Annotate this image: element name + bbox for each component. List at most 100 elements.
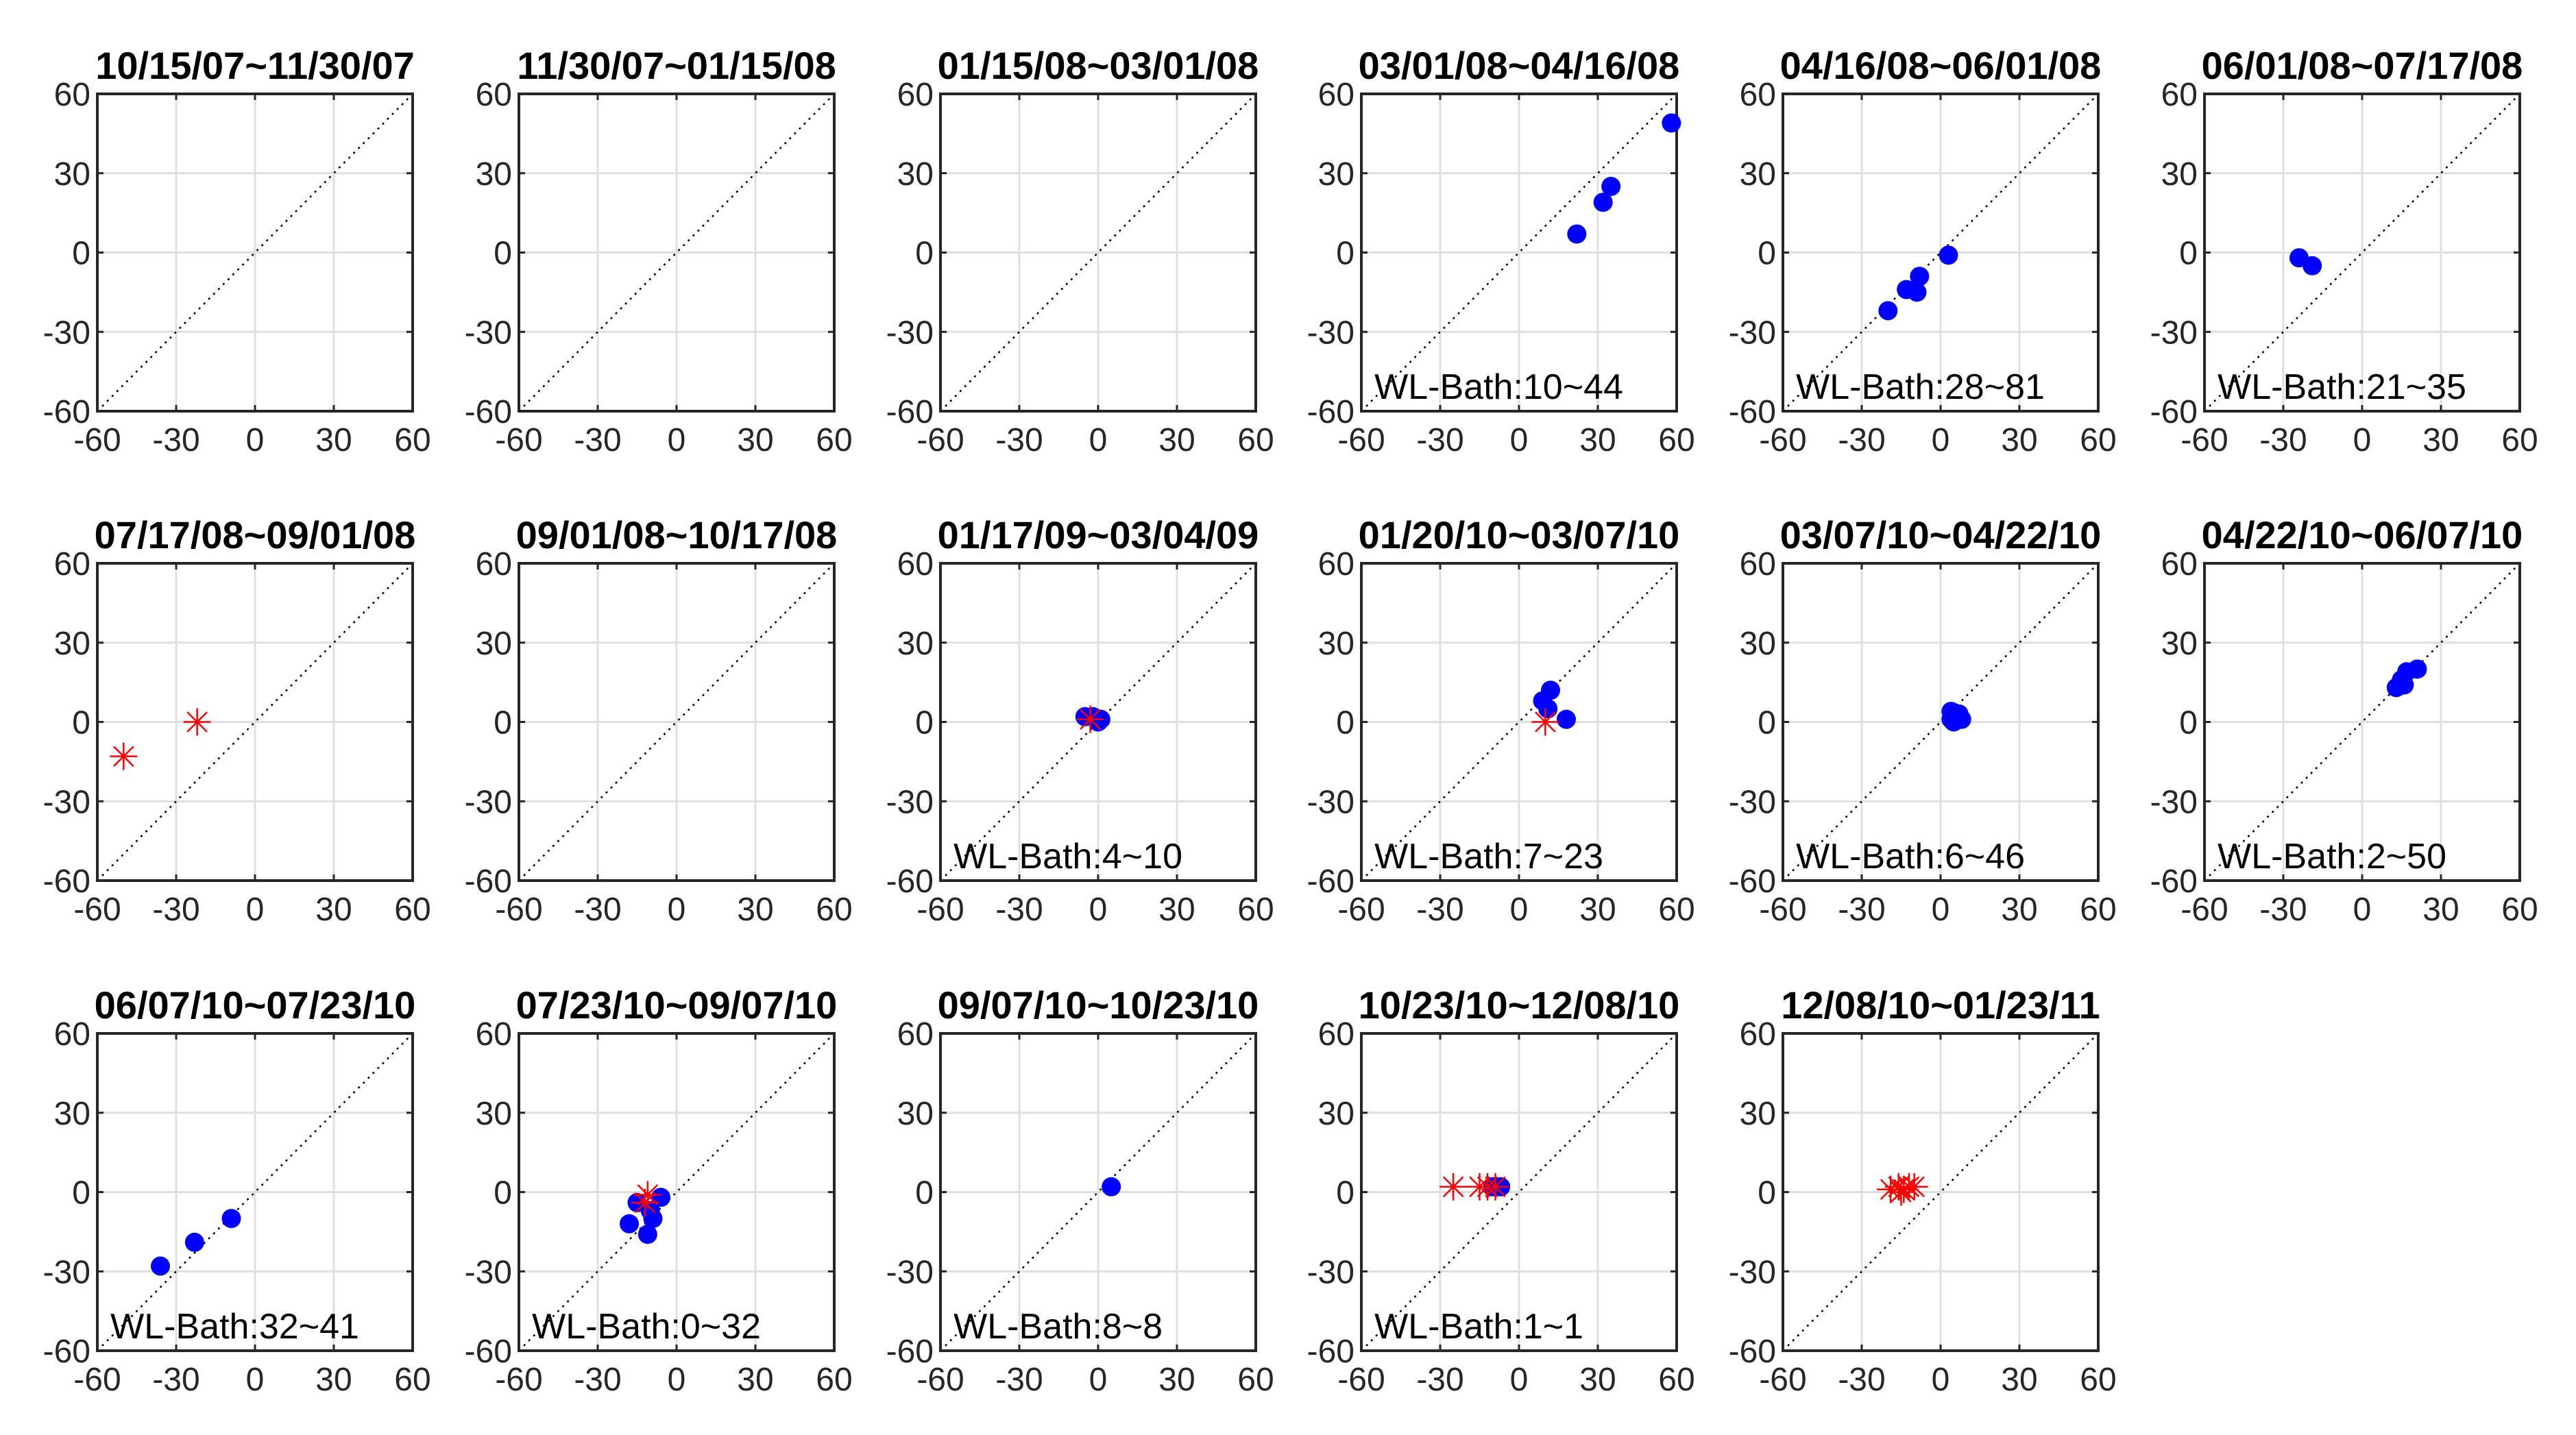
blue-point: [221, 1209, 241, 1229]
x-tick-label: -30: [2259, 892, 2307, 928]
x-tick-label: -30: [995, 892, 1043, 928]
x-tick-label: 60: [2501, 892, 2538, 928]
blue-point: [151, 1256, 170, 1276]
panel-title: 03/01/08~04/16/08: [1359, 44, 1680, 87]
y-tick-label: 30: [2161, 626, 2198, 662]
y-tick-label: -30: [2150, 315, 2198, 351]
y-tick-label: -30: [465, 784, 512, 820]
y-tick-label: -30: [1307, 315, 1354, 351]
scatter-panel: -60 -30 0 30 60-60-300306007/23/10~09/07/10W…: [465, 983, 853, 1398]
y-tick-label: 60: [476, 1016, 512, 1053]
x-tick-label: 0: [1932, 422, 1950, 458]
y-tick-label: 60: [54, 1016, 90, 1053]
y-tick-label: 60: [897, 1016, 934, 1053]
x-tick-label: -60: [1337, 1362, 1385, 1398]
blue-point: [2302, 256, 2322, 275]
wl-bath-annotation: WL-Bath:8~8: [953, 1307, 1163, 1347]
blue-point: [184, 1232, 204, 1252]
x-tick-label: 60: [1658, 422, 1694, 458]
x-tick-label: -30: [574, 1362, 621, 1398]
panel-title: 01/15/08~03/01/08: [938, 44, 1259, 87]
x-tick-label: 30: [315, 1362, 352, 1398]
blue-point: [1662, 113, 1681, 133]
y-tick-label: -30: [43, 315, 90, 351]
wl-bath-annotation: WL-Bath:32~41: [110, 1307, 359, 1347]
y-tick-label: -60: [43, 1334, 90, 1370]
star-stroke: [634, 1192, 656, 1214]
blue-point: [1541, 680, 1560, 700]
y-tick-label: 30: [897, 156, 934, 193]
x-tick-label: 0: [1510, 1362, 1529, 1398]
y-tick-label: -60: [886, 394, 934, 430]
star-stroke: [1080, 709, 1101, 730]
x-tick-label: 60: [394, 1362, 430, 1398]
x-tick-label: 0: [246, 1362, 265, 1398]
blue-point: [1557, 709, 1576, 729]
x-tick-label: 0: [1089, 892, 1108, 928]
x-tick-label: 60: [816, 1362, 852, 1398]
x-tick-label: -60: [495, 892, 542, 928]
y-tick-label: -60: [2150, 863, 2198, 900]
wl-bath-annotation: WL-Bath:7~23: [1374, 837, 1603, 876]
blue-point: [637, 1225, 657, 1244]
blue-point: [1907, 282, 1927, 302]
y-tick-label: 60: [54, 77, 90, 113]
panel-title: 04/22/10~06/07/10: [2202, 513, 2523, 556]
y-tick-label: 60: [476, 77, 512, 113]
red-star-point: [1900, 1173, 1928, 1201]
x-tick-label: -30: [1416, 422, 1463, 458]
y-tick-label: 0: [915, 236, 934, 272]
panel-title: 07/17/08~09/01/08: [95, 513, 416, 556]
blue-point: [1910, 267, 1930, 286]
blue-point: [1593, 193, 1613, 212]
x-tick-label: 30: [1579, 422, 1616, 458]
blue-point: [1538, 699, 1558, 719]
scatter-panel: -60 -30 0 30 60-60-300306006/07/10~07/23/10W…: [43, 983, 431, 1398]
y-tick-label: 0: [494, 1175, 512, 1212]
x-tick-label: 60: [816, 892, 852, 928]
x-tick-label: 30: [737, 422, 773, 458]
scatter-panel: -60 -30 0 30 60-60-300306010/23/10~12/08/10W…: [1307, 983, 1695, 1398]
x-tick-label: 0: [1510, 892, 1529, 928]
x-tick-label: -30: [1416, 1362, 1463, 1398]
y-tick-label: 60: [2161, 77, 2198, 113]
star-stroke: [1535, 711, 1556, 733]
x-tick-label: 30: [1158, 422, 1195, 458]
y-tick-label: 30: [1740, 156, 1776, 193]
scatter-panel: -60 -30 0 30 60-60-300306001/17/09~03/04/09W…: [886, 513, 1274, 928]
y-tick-label: 30: [2161, 156, 2198, 193]
y-tick-label: 0: [72, 705, 90, 741]
x-tick-label: -60: [916, 892, 964, 928]
star-stroke: [1904, 1176, 1925, 1198]
star-stroke: [637, 1184, 659, 1205]
x-tick-label: 0: [1510, 422, 1529, 458]
x-tick-label: -30: [2259, 422, 2307, 458]
wl-bath-annotation: WL-Bath:1~1: [1374, 1307, 1583, 1347]
panel-title: 04/16/08~06/01/08: [1780, 44, 2102, 87]
x-tick-label: -30: [574, 422, 621, 458]
x-tick-label: 0: [1932, 1362, 1950, 1398]
scatter-panel: -60 -30 0 30 60-60-300306006/01/08~07/17/08W…: [2150, 44, 2538, 458]
y-tick-label: 0: [915, 705, 934, 741]
y-tick-label: -30: [1729, 315, 1776, 351]
star-stroke: [186, 711, 208, 733]
y-tick-label: 30: [1318, 626, 1354, 662]
y-tick-label: 60: [1318, 1016, 1354, 1053]
y-tick-label: -60: [43, 863, 90, 900]
wl-bath-annotation: WL-Bath:6~46: [1796, 837, 2025, 876]
x-tick-label: 60: [1658, 1362, 1694, 1398]
x-tick-label: -60: [1759, 422, 1806, 458]
y-tick-label: -60: [43, 394, 90, 430]
panel-title: 03/07/10~04/22/10: [1780, 513, 2102, 556]
x-tick-label: 60: [1237, 892, 1274, 928]
x-tick-label: 60: [2080, 1362, 2116, 1398]
y-tick-label: -30: [465, 1254, 512, 1290]
x-tick-label: 30: [315, 422, 352, 458]
scatter-panel: -60 -30 0 30 60-60-300306004/22/10~06/07/10W…: [2150, 513, 2538, 928]
y-tick-label: -60: [886, 1334, 934, 1370]
x-tick-label: -60: [495, 422, 542, 458]
panel-title: 06/01/08~07/17/08: [2202, 44, 2523, 87]
x-tick-label: 0: [246, 892, 265, 928]
